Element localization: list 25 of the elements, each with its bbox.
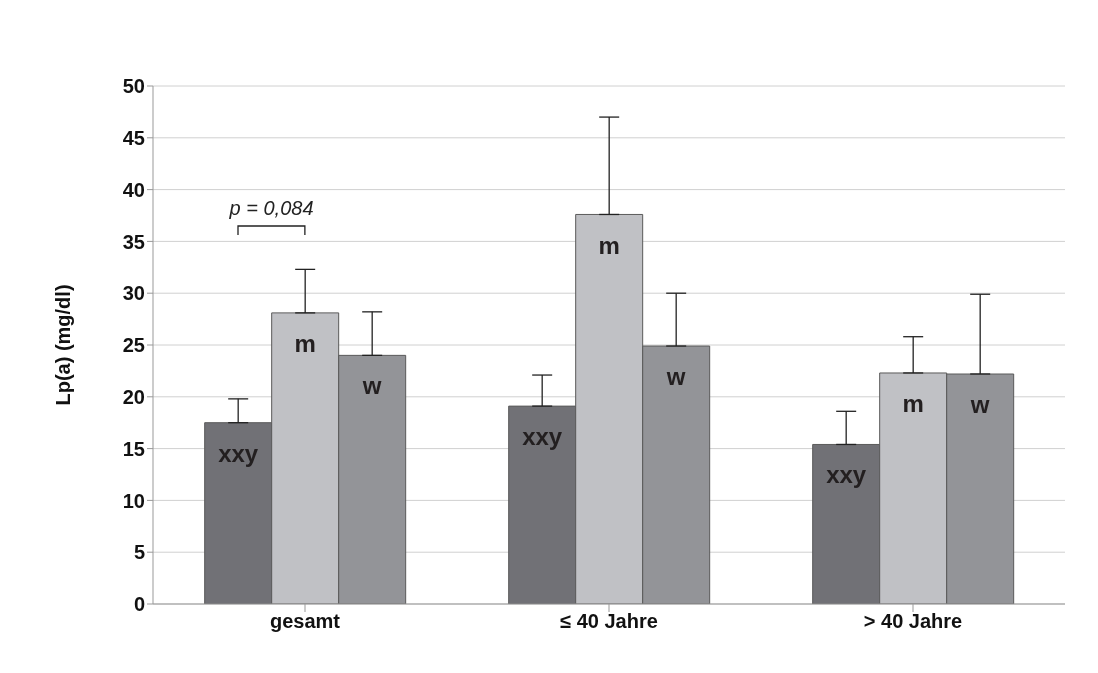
y-tick-label: 10 (122, 489, 145, 512)
series-label: w (361, 372, 382, 400)
series-label: m (902, 390, 924, 418)
y-tick-label: 35 (122, 230, 145, 253)
y-tick-label: 0 (133, 593, 145, 616)
y-tick-label: 45 (122, 126, 145, 149)
text: xxy (218, 439, 259, 467)
y-tick-label: 50 (122, 75, 145, 98)
y-tick-label: 25 (122, 334, 145, 357)
y-tick-label: 40 (122, 178, 145, 201)
y-tick-label: 20 (122, 385, 145, 408)
text: m (598, 231, 620, 259)
text: m (294, 329, 316, 357)
annotation: p = 0,084 (228, 197, 315, 221)
x-tick-label: > 40 Jahre (863, 610, 963, 633)
text: xxy (826, 461, 867, 489)
x-tick-label: gesamt (269, 610, 341, 633)
y-tick-label: 30 (122, 282, 145, 305)
x-tick-label: ≤ 40 Jahre (560, 610, 658, 633)
y-tick-label: 5 (133, 541, 145, 564)
text: w (970, 391, 990, 419)
series-label: xxy (522, 423, 563, 451)
y-tick-label: 15 (122, 437, 145, 460)
y-axis-title: Lp(a) (mg/dl) (52, 284, 75, 406)
text: w (666, 363, 686, 391)
